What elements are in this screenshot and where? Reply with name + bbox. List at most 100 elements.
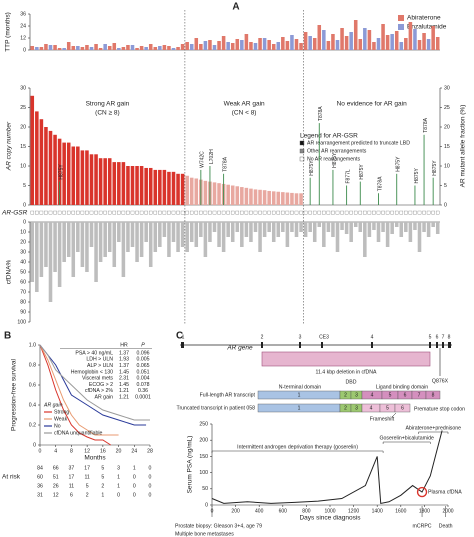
gsr-square bbox=[185, 210, 189, 215]
cfdna-bar bbox=[431, 222, 435, 227]
tick-label: 20 bbox=[20, 239, 26, 245]
event-label: Prostate biopsy: Gleason 3+4, age 79 bbox=[175, 523, 262, 529]
survival-curve bbox=[39, 344, 147, 426]
ttp-bar bbox=[253, 43, 258, 50]
cfdna-bar bbox=[376, 222, 381, 242]
mutation-label: T878A bbox=[423, 117, 429, 132]
at-risk-value: 1 bbox=[133, 465, 136, 471]
copy-number-bar bbox=[299, 193, 303, 205]
mutation-label: F877L bbox=[345, 169, 351, 183]
copy-number-bar bbox=[189, 177, 194, 205]
x-tick-label: 1400 bbox=[372, 508, 383, 514]
copy-number-bar bbox=[276, 191, 281, 205]
at-risk-value: 5 bbox=[101, 465, 104, 471]
cfdna-bar bbox=[62, 222, 66, 262]
gsr-square bbox=[89, 210, 94, 215]
at-risk-value: 0 bbox=[149, 483, 152, 489]
legend-label: AR rearrangement predicted to truncate L… bbox=[307, 140, 410, 146]
ttp-bar bbox=[44, 44, 48, 50]
gsr-square bbox=[344, 210, 349, 215]
cfdna-bar bbox=[121, 222, 126, 277]
tick-label: 15 bbox=[20, 144, 26, 150]
gsr-square bbox=[267, 210, 271, 215]
x-tick-label: 12 bbox=[84, 448, 90, 454]
ttp-bar bbox=[107, 46, 112, 50]
ttp-bar bbox=[80, 47, 85, 50]
cfdna-bar bbox=[335, 222, 340, 252]
gsr-square bbox=[85, 210, 89, 215]
mutation-label: H875Y bbox=[58, 164, 64, 180]
cfdna-bar bbox=[390, 222, 394, 234]
gsr-square bbox=[290, 210, 294, 215]
gsr-square bbox=[153, 210, 158, 215]
table-cell: 0.0001 bbox=[135, 394, 151, 400]
exon-number: 1 bbox=[298, 393, 301, 399]
ttp-bar bbox=[126, 45, 130, 50]
gsr-square bbox=[390, 210, 394, 215]
at-risk-value: 0 bbox=[149, 492, 152, 498]
ttp-bar bbox=[130, 45, 135, 50]
gsr-square bbox=[435, 210, 440, 215]
exon-label: 5 bbox=[429, 334, 432, 340]
exon-label: 2 bbox=[261, 334, 264, 340]
y-tick-label: 0.2 bbox=[29, 422, 36, 428]
legend-swatch bbox=[299, 140, 305, 146]
exon-label: 4 bbox=[371, 334, 374, 340]
ttp-bar bbox=[112, 43, 117, 50]
ttp-bar bbox=[267, 40, 271, 50]
cfdna-bar bbox=[171, 222, 176, 242]
x-tick-label: 16 bbox=[100, 448, 106, 454]
deletion-label: 11.4 kbp deletion in cfDNA bbox=[315, 369, 377, 375]
copy-number-bar bbox=[185, 175, 189, 205]
transcript-label: Truncated transcript in patient 058 bbox=[176, 405, 255, 411]
ttp-bar bbox=[53, 45, 57, 50]
tick-label: 0 bbox=[23, 202, 26, 208]
table-header: P bbox=[141, 342, 145, 348]
cfdna-bar bbox=[35, 222, 39, 292]
cfdna-bar bbox=[294, 222, 299, 237]
ttp-bar bbox=[294, 39, 299, 50]
copy-number-bar bbox=[148, 167, 153, 205]
ttp-bar bbox=[217, 41, 221, 50]
cfdna-bar bbox=[408, 222, 413, 242]
copy-number-bar bbox=[103, 158, 107, 205]
cfdna-bar bbox=[308, 222, 312, 232]
gsr-square bbox=[358, 210, 363, 215]
legend-label: Strong bbox=[54, 409, 69, 415]
table-cell: 2.31 bbox=[119, 376, 129, 382]
cfdna-bar bbox=[312, 222, 317, 242]
ttp-bar bbox=[230, 43, 235, 50]
ttp-bar bbox=[435, 37, 440, 50]
ttp-bar bbox=[167, 46, 171, 50]
gsr-square bbox=[230, 210, 235, 215]
ttp-bar bbox=[98, 48, 103, 50]
x-tick-label: 2000 bbox=[442, 508, 453, 514]
therapy-bracket bbox=[418, 431, 449, 434]
mutation-label: H875Y bbox=[309, 160, 315, 176]
table-cell: cfDNA > 2% bbox=[85, 388, 113, 394]
copy-number-bar bbox=[294, 193, 299, 205]
legend-swatch bbox=[299, 148, 305, 154]
at-risk-value: 3 bbox=[117, 465, 120, 471]
cfdna-bar bbox=[399, 222, 404, 237]
copy-number-bar bbox=[35, 111, 39, 205]
copy-number-bar bbox=[130, 166, 135, 205]
copy-number-bar bbox=[180, 173, 185, 205]
table-cell: Hemoglobin < 130 bbox=[71, 369, 113, 375]
group-label: No evidence for AR gain bbox=[337, 101, 407, 108]
exon-label: CE3 bbox=[319, 334, 329, 340]
cfdna-bar bbox=[235, 222, 240, 232]
ttp-bar bbox=[303, 32, 308, 50]
x-tick-label: 600 bbox=[279, 508, 288, 514]
cfdna-bar bbox=[426, 222, 431, 237]
table-header: HR bbox=[120, 342, 128, 348]
gsr-square bbox=[112, 210, 117, 215]
gsr-square bbox=[244, 210, 249, 215]
copy-number-bar bbox=[89, 154, 94, 205]
at-risk-value: 37 bbox=[69, 465, 75, 471]
cfdna-bar bbox=[394, 222, 399, 227]
copy-number-bar bbox=[62, 142, 66, 205]
ttp-bar bbox=[385, 35, 390, 50]
gsr-square bbox=[217, 210, 221, 215]
